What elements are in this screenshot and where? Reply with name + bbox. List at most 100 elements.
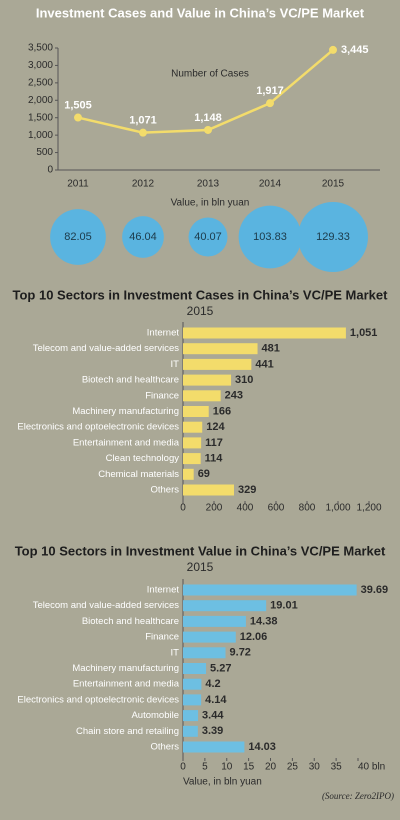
category-label: Chemical materials (98, 469, 179, 480)
bubble (50, 209, 106, 265)
value-label: 3,445 (341, 44, 369, 56)
value-label: 3.39 (202, 725, 223, 737)
x-tick-label: 35 (331, 762, 343, 773)
bubble (188, 217, 228, 257)
x-tick-label: 2011 (67, 179, 89, 190)
category-label: Biotech and healthcare (82, 616, 179, 627)
bubble-label: 46.04 (129, 231, 157, 243)
x-tick-label: 15 (243, 762, 255, 773)
value-label: 1,148 (194, 112, 222, 124)
value-label: 4.2 (205, 678, 220, 690)
chart-title: Investment Cases and Value in China’s VC… (36, 5, 365, 20)
x-tick-label: 20 (265, 762, 277, 773)
point (329, 45, 337, 54)
x-tick-label: 1,200 (356, 503, 381, 514)
bar (183, 631, 236, 643)
category-label: Machinery manufacturing (72, 663, 179, 674)
category-label: Entertainment and media (73, 679, 180, 690)
bubble (122, 216, 164, 258)
y-tick-label: 3,000 (28, 60, 53, 71)
value-label: 124 (206, 421, 225, 433)
value-label: 1,505 (64, 99, 92, 111)
y-tick-label: 500 (36, 147, 53, 158)
value-label: 69 (198, 468, 210, 480)
category-label: Others (150, 742, 179, 753)
bar (183, 437, 202, 449)
x-tick-label: 1,000 (325, 503, 350, 514)
value-label: 1,051 (350, 327, 378, 339)
value-label: 243 (225, 390, 243, 402)
category-label: Finance (145, 390, 179, 401)
x-tick-label: 400 (237, 503, 254, 514)
category-label: Electronics and optoelectronic devices (17, 694, 179, 705)
category-label: Electronics and optoelectronic devices (17, 422, 179, 433)
bar (183, 741, 245, 753)
bar (183, 647, 226, 659)
bubble (298, 202, 368, 272)
bar (183, 406, 209, 417)
x-tick-label: 30 (309, 762, 321, 773)
value-label: 441 (255, 358, 273, 370)
value-label: 12.06 (240, 631, 268, 643)
value-label: 166 (213, 405, 231, 417)
x-tick-label: 0 (180, 762, 186, 773)
bar (183, 484, 234, 496)
bubble-label: 82.05 (64, 231, 92, 243)
bar (183, 710, 199, 722)
category-label: Chain store and retailing (76, 726, 179, 737)
y-tick-label: 2,500 (28, 77, 53, 88)
category-label: Telecom and value-added services (33, 600, 180, 611)
point (266, 99, 274, 108)
x-tick-label: 2014 (259, 179, 282, 190)
bar (183, 468, 194, 480)
bar (183, 390, 221, 402)
value-label: 117 (205, 437, 223, 449)
value-label: 329 (238, 484, 256, 496)
bubble-label: 103.83 (253, 231, 287, 243)
y-tick-label: 2,000 (28, 95, 53, 106)
value-label: 19.01 (270, 600, 298, 612)
chart-title: Top 10 Sectors in Investment Cases in Ch… (13, 287, 389, 302)
point (139, 128, 147, 137)
x-tick-label: 40 bln (358, 762, 385, 773)
bar (183, 663, 207, 674)
category-label: Finance (145, 632, 179, 643)
value-label: 3.44 (202, 710, 224, 722)
category-label: Automobile (131, 710, 179, 721)
chart-title: Top 10 Sectors in Investment Value in Ch… (15, 543, 386, 558)
x-tick-label: 2015 (322, 179, 345, 190)
category-label: Others (150, 485, 179, 496)
value-label: 5.27 (210, 662, 231, 674)
bar (183, 421, 203, 433)
bubble-label: 40.07 (194, 231, 222, 243)
bar (183, 374, 232, 386)
x-tick-label: 2013 (197, 179, 220, 190)
bar (183, 453, 201, 465)
value-label: 1,071 (129, 115, 157, 127)
y-tick-label: 0 (47, 165, 53, 176)
source: (Source: Zero2IPO) (322, 791, 394, 801)
bar (183, 358, 252, 370)
bar (183, 343, 258, 355)
x-tick-label: 25 (287, 762, 299, 773)
value-label: 310 (235, 374, 253, 386)
value-label: 114 (205, 453, 224, 465)
y-tick-label: 1,000 (28, 130, 53, 141)
category-label: Internet (147, 585, 180, 596)
category-label: Telecom and value-added services (33, 343, 180, 354)
category-label: Entertainment and media (73, 437, 180, 448)
x-tick-label: 200 (206, 503, 223, 514)
category-label: Biotech and healthcare (82, 375, 179, 386)
x-tick-label: 2012 (132, 179, 155, 190)
bar (183, 327, 346, 339)
x-axis-label: Value, in bln yuan (183, 777, 262, 788)
category-label: IT (171, 647, 180, 658)
bubble-label: 129.33 (316, 231, 350, 243)
x-tick-label: 10 (221, 762, 233, 773)
value-label: 4.14 (205, 694, 227, 706)
x-tick-label: 5 (202, 762, 208, 773)
x-tick-label: 600 (268, 503, 285, 514)
x-tick-label: 800 (299, 503, 316, 514)
category-label: Machinery manufacturing (72, 406, 179, 417)
